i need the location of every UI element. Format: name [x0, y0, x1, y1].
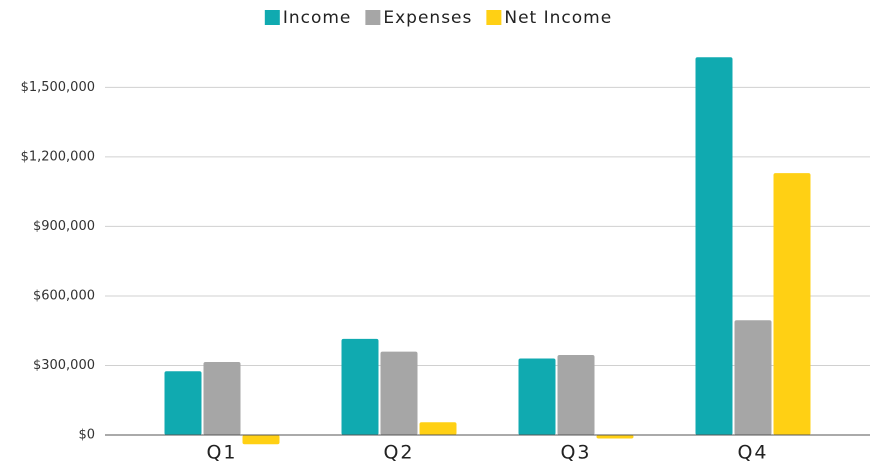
bar — [695, 57, 733, 436]
y-tick-label: $1,500,000 — [21, 80, 95, 95]
x-tick-label: Q1 — [206, 442, 237, 464]
bar — [596, 435, 634, 439]
legend-label: Net Income — [504, 8, 612, 28]
bar — [734, 320, 772, 436]
bar — [557, 355, 595, 436]
x-tick-label: Q2 — [383, 442, 414, 464]
x-tick-label: Q4 — [737, 442, 768, 464]
bar — [203, 362, 241, 436]
bar — [341, 338, 379, 436]
bar — [518, 358, 556, 436]
bar — [164, 371, 202, 436]
bar — [773, 173, 811, 436]
y-tick-label: $1,200,000 — [21, 149, 95, 164]
bar — [380, 351, 418, 436]
bar — [419, 422, 457, 436]
y-tick-label: $300,000 — [33, 358, 95, 373]
legend-swatch — [486, 10, 502, 25]
bar — [242, 435, 280, 445]
y-tick-label: $900,000 — [33, 219, 95, 234]
legend-label: Expenses — [383, 8, 472, 28]
legend-swatch — [264, 10, 280, 25]
y-tick-label: $600,000 — [33, 288, 95, 303]
legend-swatch — [365, 10, 381, 25]
x-tick-label: Q3 — [560, 442, 591, 464]
legend-label: Income — [283, 8, 352, 28]
y-tick-label: $0 — [78, 428, 95, 443]
